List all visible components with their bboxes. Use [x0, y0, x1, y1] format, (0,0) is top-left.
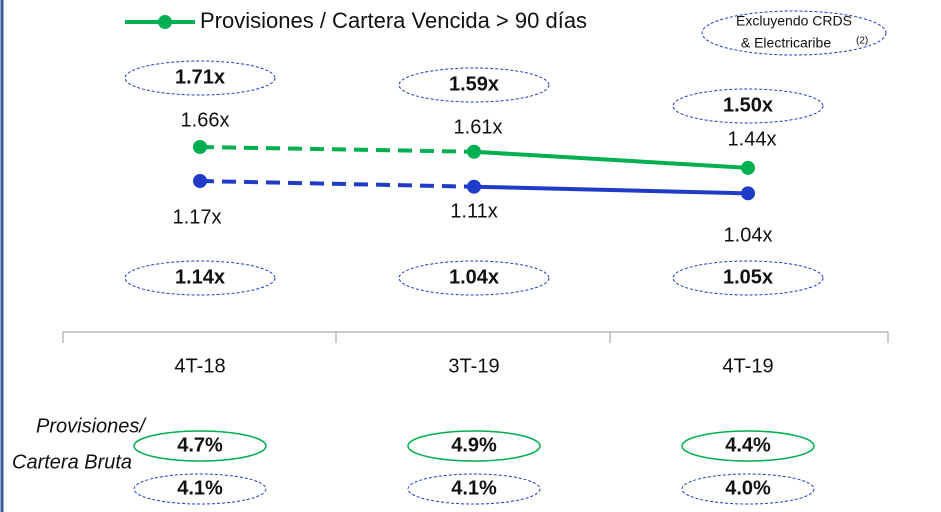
ratio-ellipse: [407, 473, 541, 505]
excluding-ellipse: [672, 88, 824, 124]
excluding-ellipse: [398, 260, 550, 296]
x-tick-label: 4T-18: [174, 355, 225, 377]
line-segment: [473, 149, 749, 170]
ratio-ellipse: [133, 473, 267, 505]
value-label: 1.61x: [454, 116, 503, 138]
ratio-ellipse: [681, 430, 815, 462]
excluding-label: 1.14x: [175, 266, 225, 288]
value-label: 1.04x: [724, 224, 773, 246]
ratio-label: Cartera Bruta: [12, 451, 132, 473]
excluding-label: 1.05x: [723, 266, 773, 288]
excluding-ellipse: [124, 60, 276, 96]
ratio-value: 4.4%: [725, 434, 771, 456]
excluding-label: 1.04x: [449, 266, 499, 288]
excluding-label: 1.59x: [449, 73, 499, 95]
excluding-ellipse: [672, 260, 824, 296]
value-label: 1.44x: [728, 128, 777, 150]
ratio-label: Provisiones/: [36, 415, 147, 437]
point: [741, 160, 755, 175]
excluding-label: 1.71x: [175, 66, 225, 88]
point: [467, 144, 481, 159]
excluding-ellipse: [398, 67, 550, 103]
point: [193, 174, 207, 188]
point: [741, 186, 755, 201]
legend-label: Provisiones / Cartera Vencida > 90 días: [200, 8, 587, 33]
line-segment: [199, 179, 475, 189]
line-segment: [199, 145, 475, 154]
note-ref: (2): [856, 36, 868, 47]
ratio-ellipse: [133, 430, 267, 462]
excluding-label: 1.50x: [723, 94, 773, 116]
point: [467, 179, 481, 194]
ratio-ellipse: [407, 430, 541, 462]
line-segment: [473, 184, 749, 196]
ratio-value: 4.1%: [451, 477, 497, 499]
ratio-value: 4.7%: [177, 434, 223, 456]
note: & Electricaribe: [741, 35, 831, 51]
ratio-ellipse: [681, 473, 815, 505]
ratio-value: 4.0%: [725, 477, 771, 499]
value-label: 1.17x: [173, 206, 222, 228]
point: [193, 140, 207, 154]
excluding-ellipse: [124, 260, 276, 296]
legend-marker: [158, 15, 172, 29]
x-tick-label: 4T-19: [722, 355, 773, 377]
ratio-value: 4.1%: [177, 477, 223, 499]
x-tick-label: 3T-19: [448, 355, 499, 377]
value-label: 1.11x: [450, 200, 497, 222]
note-ellipse: [701, 10, 887, 56]
value-label: 1.66x: [181, 109, 230, 131]
note: Excluyendo CRDS: [736, 13, 852, 29]
ratio-value: 4.9%: [451, 434, 497, 456]
